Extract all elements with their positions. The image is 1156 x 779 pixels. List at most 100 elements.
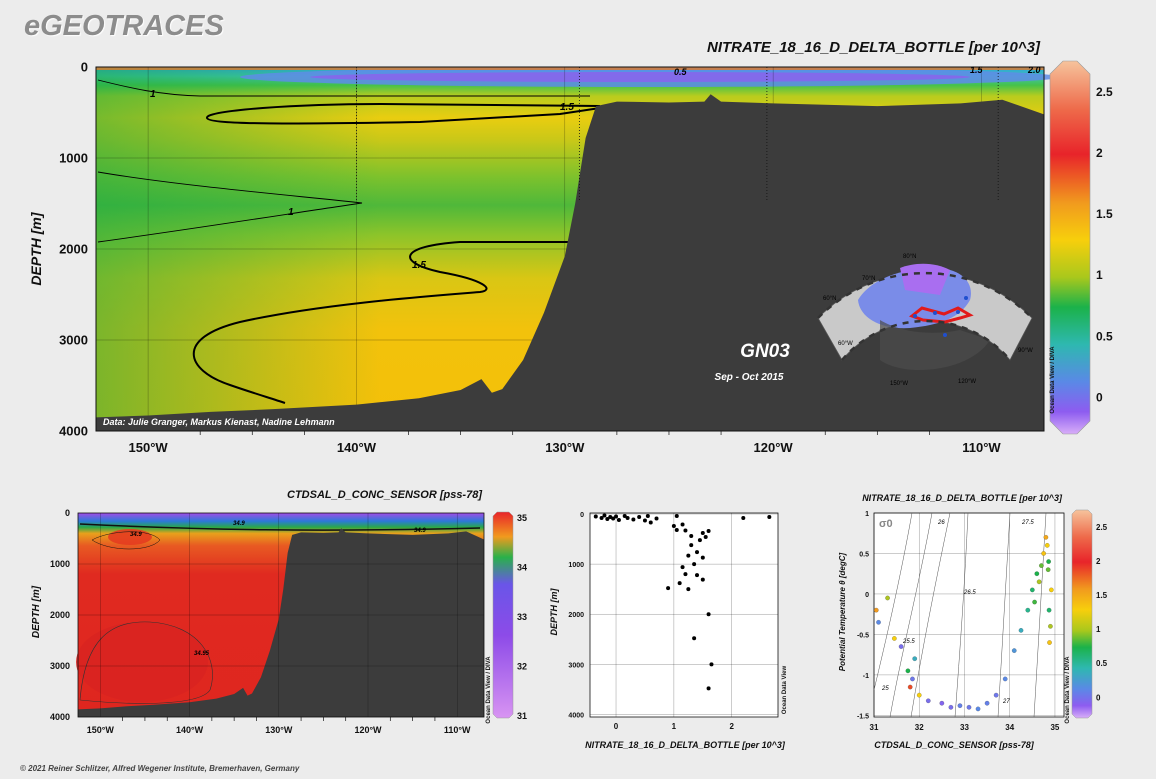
- data-credit: Data: Julie Granger, Markus Kienast, Nad…: [103, 417, 335, 427]
- data-point: [1048, 624, 1053, 629]
- map-label: 150°W: [890, 381, 908, 387]
- map-label: 80°N: [903, 254, 916, 260]
- x-tick-label: 35: [1050, 723, 1059, 732]
- data-point: [654, 516, 659, 521]
- y-tick-label: 4000: [568, 712, 584, 719]
- main-section-min-core: [310, 72, 970, 82]
- y-tick-label: 4000: [59, 424, 88, 439]
- data-point: [1043, 534, 1049, 540]
- y-tick-label: 2000: [59, 242, 88, 257]
- salinity-colorbar: 35 34 33 32 31: [492, 511, 527, 721]
- scatter-frame: [589, 512, 779, 718]
- data-point: [1002, 676, 1008, 682]
- data-point: [666, 586, 671, 591]
- y-tick-label: 1000: [50, 559, 70, 569]
- salinity-section-plot: 34.9 34.9 34.9 34.95: [76, 512, 485, 721]
- data-point: [916, 692, 922, 698]
- salinity-section-ylabel: DEPTH [m]: [31, 585, 42, 638]
- data-point: [605, 517, 610, 522]
- salinity-section-core: [108, 529, 152, 545]
- contour-label: 34.9: [233, 521, 245, 527]
- x-tick-label: 120°W: [354, 725, 382, 735]
- y-tick-label: -1.5: [857, 713, 869, 720]
- period-label: Sep - Oct 2015: [715, 372, 784, 383]
- data-point: [599, 516, 604, 521]
- data-point: [873, 607, 879, 613]
- data-point: [767, 515, 772, 520]
- map-station: [964, 296, 968, 300]
- main-section-yticks: 0 1000 2000 3000 4000: [59, 60, 88, 439]
- main-section-title: NITRATE_18_16_D_DELTA_BOTTLE [per 10^3]: [707, 39, 1041, 56]
- data-point: [1018, 628, 1024, 633]
- colorbar-tick-label: 0: [1096, 391, 1103, 405]
- isopycnal-label: 27: [1002, 699, 1010, 705]
- data-point: [885, 595, 890, 601]
- ts-xticks: 31 32 33 34 35: [870, 723, 1060, 732]
- isopycnal-label: 25: [881, 686, 889, 692]
- main-colorbar-ramp: [1049, 60, 1091, 435]
- contour-label: 0.5: [674, 67, 688, 77]
- x-tick-label: 130°W: [545, 440, 585, 455]
- scatter-grid: [590, 513, 778, 717]
- data-point: [939, 700, 945, 706]
- y-tick-label: 4000: [50, 712, 70, 722]
- x-tick-label: 0: [614, 722, 619, 731]
- data-point: [683, 528, 688, 533]
- data-point: [602, 513, 607, 518]
- x-tick-label: 34: [1005, 723, 1014, 732]
- scatter-ylabel: DEPTH [m]: [549, 587, 559, 635]
- main-section-contours: [97, 79, 601, 404]
- y-tick-label: 0: [81, 60, 88, 75]
- colorbar-tick-label: 35: [517, 513, 527, 523]
- scatter-xlabel: NITRATE_18_16_D_DELTA_BOTTLE [per 10^3]: [585, 740, 786, 750]
- x-tick-label: 140°W: [176, 725, 204, 735]
- colorbar-tick-label: 1.5: [1096, 591, 1108, 600]
- map-station: [943, 333, 947, 337]
- map-label: 90°W: [1018, 348, 1033, 354]
- contour-label: 1: [150, 89, 156, 100]
- data-point: [984, 700, 990, 706]
- colorbar-tick-label: 2: [1096, 557, 1101, 566]
- data-point: [741, 516, 746, 521]
- ts-grid: [873, 512, 1064, 717]
- x-tick-label: 33: [960, 723, 969, 732]
- colorbar-tick-label: 0.5: [1096, 329, 1113, 343]
- map-label: 70°N: [862, 276, 875, 282]
- data-point: [1041, 551, 1046, 556]
- y-tick-label: 0.5: [859, 551, 869, 558]
- data-point: [925, 698, 931, 704]
- data-point: [876, 619, 881, 625]
- x-tick-label: 2: [729, 722, 734, 731]
- data-point: [948, 704, 954, 710]
- colorbar-tick-label: 31: [517, 711, 527, 721]
- main-section-ylabel: DEPTH [m]: [28, 211, 44, 285]
- colorbar-tick-label: 2.5: [1096, 523, 1108, 532]
- salinity-section-yticks: 0 1000 2000 3000 4000: [50, 508, 70, 722]
- data-point: [689, 534, 694, 539]
- map-station: [933, 311, 937, 315]
- data-point: [695, 550, 700, 555]
- data-point: [1030, 587, 1035, 593]
- data-point: [1045, 567, 1051, 572]
- data-point: [892, 636, 897, 641]
- data-point: [631, 517, 636, 522]
- data-point: [1032, 599, 1037, 605]
- y-tick-label: -1: [863, 673, 869, 680]
- y-tick-label: 0: [865, 592, 869, 599]
- x-tick-label: 32: [915, 723, 924, 732]
- contour-label: 34.9: [414, 528, 426, 534]
- data-point: [910, 676, 915, 682]
- data-point: [706, 612, 711, 617]
- contour-label: 1: [288, 207, 294, 218]
- colorbar-tick-label: 2: [1096, 146, 1103, 160]
- ts-points: [873, 534, 1054, 712]
- colorbar-tick-label: 2.5: [1096, 85, 1113, 99]
- scatter-yticks: 0 1000 2000 3000 4000: [568, 512, 584, 719]
- map-label: 60°W: [838, 341, 853, 347]
- data-point: [593, 514, 598, 519]
- contour-label: 2.0: [1027, 65, 1041, 75]
- cruise-label: GN03: [740, 341, 790, 362]
- colorbar-tick-label: 1: [1096, 268, 1103, 282]
- inset-map-shelf: [880, 320, 990, 371]
- y-tick-label: 1000: [568, 562, 584, 569]
